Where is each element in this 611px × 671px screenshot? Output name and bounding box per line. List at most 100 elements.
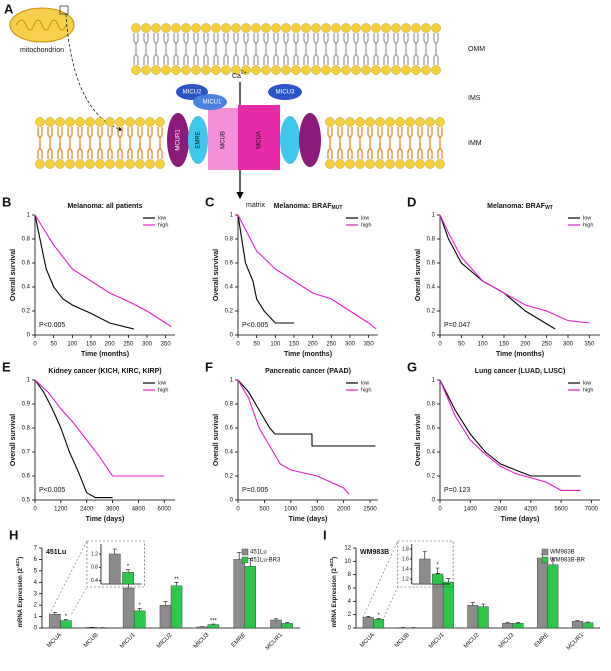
inset-error-bar: [113, 549, 117, 554]
bar: [468, 605, 478, 628]
legend-label: low: [158, 215, 166, 221]
x-tick-label: MCUA: [359, 632, 376, 649]
lipid-head: [35, 159, 44, 168]
inset-significance: *: [436, 563, 439, 569]
mcua-label: MCUA: [257, 131, 263, 149]
bar: [49, 614, 60, 628]
lipid-head: [85, 117, 94, 126]
lipid-tail: [368, 143, 372, 159]
x-axis-label: Time (days): [86, 516, 125, 523]
lipid-tail: [284, 49, 288, 65]
lipid-head: [341, 23, 350, 32]
error-bar: [446, 579, 450, 582]
zoom-arrow: [66, 14, 122, 130]
bar: [271, 620, 282, 628]
chart-title: Kidney cancer (KICH, KIRC, KIRP): [48, 368, 161, 375]
y-tick-label: 2: [348, 612, 352, 618]
micu3-label: MICU3: [276, 90, 295, 96]
lipid-tail: [204, 49, 208, 65]
bar: [245, 566, 256, 628]
survival-curve: [238, 380, 349, 494]
lipid-tail: [434, 49, 438, 65]
bar: [373, 619, 383, 628]
lipid-head: [325, 159, 334, 168]
emre-label: EMRE: [196, 131, 202, 148]
cell-line: WM983B: [360, 549, 389, 556]
lipid-head: [105, 117, 114, 126]
x-tick-label: 500: [259, 507, 270, 513]
lipid-head: [311, 65, 320, 74]
x-tick-label: EMRE: [534, 632, 551, 649]
survival-curve: [35, 215, 134, 329]
inset-y-tick-label: 1.8: [402, 546, 409, 552]
lipid-head: [191, 65, 200, 74]
y-tick-label: 1: [27, 213, 31, 219]
lipid-tail: [414, 49, 418, 65]
legend-label: 451Lu-BR3: [250, 558, 281, 564]
lipid-head: [201, 65, 210, 74]
lipid-tail: [364, 49, 368, 65]
y-tick-label: 4: [34, 580, 38, 586]
y-tick-label: 0.8: [225, 402, 234, 408]
imm-label: IMM: [468, 140, 482, 147]
bar: [478, 607, 488, 628]
bar: [60, 621, 71, 628]
lipid-head: [105, 159, 114, 168]
lipid-tail: [214, 49, 218, 65]
significance: ***: [210, 619, 218, 625]
x-tick-label: 2800: [494, 507, 508, 513]
panel-letter: A: [4, 1, 14, 16]
survival-curve: [35, 380, 113, 498]
lipid-tail: [78, 143, 82, 159]
legend-label: low: [158, 380, 166, 386]
lipid-tail: [354, 49, 358, 65]
lipid-head: [261, 23, 270, 32]
lipid-head: [131, 65, 140, 74]
lipid-tail: [138, 143, 142, 159]
lipid-tail: [58, 143, 62, 159]
lipid-head: [395, 159, 404, 168]
lipid-head: [131, 23, 140, 32]
lipid-head: [141, 65, 150, 74]
significance: *: [377, 613, 380, 619]
lipid-head: [95, 159, 104, 168]
lipid-head: [45, 159, 54, 168]
lipid-head: [171, 65, 180, 74]
lipid-head: [371, 65, 380, 74]
y-axis-label: Overall survival: [213, 249, 220, 301]
lipid-tail: [408, 143, 412, 159]
lipid-head: [351, 23, 360, 32]
lipid-tail: [428, 143, 432, 159]
y-tick-label: 0.9: [22, 402, 31, 408]
y-tick-label: 0: [27, 333, 31, 339]
lipid-tail: [264, 49, 268, 65]
lipid-head: [401, 65, 410, 74]
x-tick-label: MICU3: [498, 632, 516, 650]
y-axis-label: mRNA Expression (2-ΔCt): [15, 557, 23, 628]
lipid-head: [301, 65, 310, 74]
lipid-head: [271, 65, 280, 74]
lipid-head: [375, 159, 384, 168]
y-tick-label: 0.5: [22, 498, 31, 504]
x-tick-label: 4800: [132, 507, 146, 513]
y-tick-label: 6: [348, 586, 352, 592]
bar: [502, 623, 512, 628]
x-tick-label: MICU1: [119, 632, 137, 650]
legend-label: high: [158, 387, 168, 393]
x-axis-label: Time (months): [284, 351, 332, 358]
x-tick-label: 150: [289, 342, 300, 348]
lipid-tail: [98, 143, 102, 159]
x-tick-label: 50: [50, 342, 57, 348]
y-tick-label: 3: [34, 591, 38, 597]
lipid-tail: [418, 143, 422, 159]
y-tick-label: 1: [34, 614, 38, 620]
lipid-head: [321, 23, 330, 32]
legend-label: high: [583, 387, 593, 393]
bar: [583, 623, 593, 628]
lipid-head: [75, 117, 84, 126]
lipid-tail: [294, 49, 298, 65]
lipid-head: [135, 117, 144, 126]
lipid-tail: [344, 49, 348, 65]
lipid-head: [75, 159, 84, 168]
legend-swatch: [542, 549, 548, 555]
